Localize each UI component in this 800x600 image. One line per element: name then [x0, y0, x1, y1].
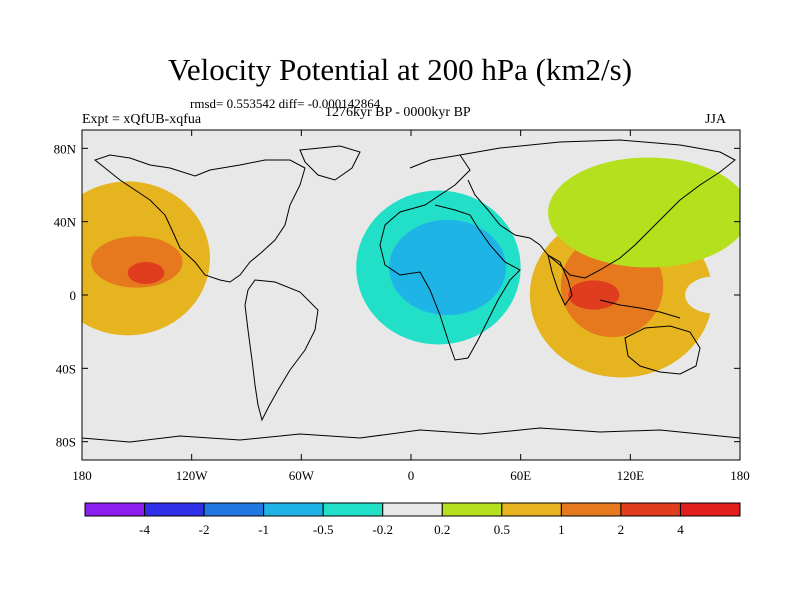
colorbar-swatch: [620, 502, 681, 517]
region-south-pacific-negative: [127, 339, 183, 361]
x-tick-label: 0: [408, 468, 415, 483]
x-axis-ticks: 180 120W 60W 0 60E 120E 180: [72, 130, 750, 483]
y-axis-ticks: 80N 40N 0 40S 80S: [54, 141, 740, 450]
colorbar-label: -0.5: [313, 522, 334, 537]
colorbar-label: 1: [558, 522, 565, 537]
coast-north-america: [93, 154, 306, 283]
colorbar-swatch: [679, 502, 741, 517]
colorbar-label: -4: [139, 522, 150, 537]
coast-greenland: [299, 145, 361, 181]
colorbar-swatch: [203, 502, 265, 517]
colorbar-label: 0.5: [494, 522, 510, 537]
colorbar-label: -1: [258, 522, 269, 537]
colorbar-swatch: [560, 502, 622, 517]
x-tick-label: 120E: [617, 468, 645, 483]
region-africa-negative-core: [389, 219, 507, 316]
x-tick-label: 180: [730, 468, 750, 483]
coast-europe-africa: [379, 154, 521, 361]
experiment-label: Expt = xQfUB-xqfua: [82, 112, 202, 127]
coast-south-america: [244, 279, 319, 422]
region-west-pacific-negative: [685, 276, 740, 314]
y-tick-label: 80N: [54, 141, 77, 156]
rmsd-label: rmsd= 0.553542 diff= -0.000142864: [190, 96, 381, 111]
field-regions: [82, 152, 740, 402]
y-tick-label: 40S: [56, 361, 76, 376]
colorbar-label: -0.2: [372, 522, 393, 537]
colorbar-swatch: [441, 502, 503, 517]
colorbar-label: -2: [199, 522, 210, 537]
y-tick-label: 80S: [56, 435, 76, 450]
x-tick-label: 180: [72, 468, 92, 483]
x-tick-label: 60W: [289, 468, 315, 483]
x-tick-label: 120W: [176, 468, 209, 483]
coastlines: [82, 139, 740, 443]
colorbar-swatch: [263, 502, 324, 517]
period-label: 1276kyr BP - 0000kyr BP: [325, 105, 471, 120]
season-label: JJA: [705, 112, 727, 127]
colorbar-label: 4: [677, 522, 684, 537]
colorbar-swatch: [382, 502, 443, 517]
coast-australia: [624, 325, 701, 375]
colorbar-swatch: [322, 502, 384, 517]
coast-antarctica: [82, 427, 740, 443]
region-indo-pacific-positive-max: [568, 280, 620, 310]
coast-indonesia: [599, 299, 681, 319]
colorbar-label: 0.2: [434, 522, 450, 537]
region-east-asia-positive: [548, 157, 740, 268]
chart-title: Velocity Potential at 200 hPa (km2/s): [167, 52, 633, 87]
colorbar: -4 -2 -1 -0.5 -0.2 0.2 0.5 1 2 4: [84, 502, 741, 537]
x-tick-label: 60E: [510, 468, 531, 483]
y-tick-label: 40N: [54, 215, 77, 230]
coast-asia: [459, 139, 736, 279]
colorbar-label: 2: [618, 522, 625, 537]
coast-india: [547, 253, 573, 306]
region-north-pacific-positive-max: [127, 262, 165, 284]
colorbar-swatch: [84, 502, 146, 517]
colorbar-swatch: [501, 502, 562, 517]
colorbar-swatch: [144, 502, 205, 517]
y-tick-label: 0: [70, 288, 77, 303]
